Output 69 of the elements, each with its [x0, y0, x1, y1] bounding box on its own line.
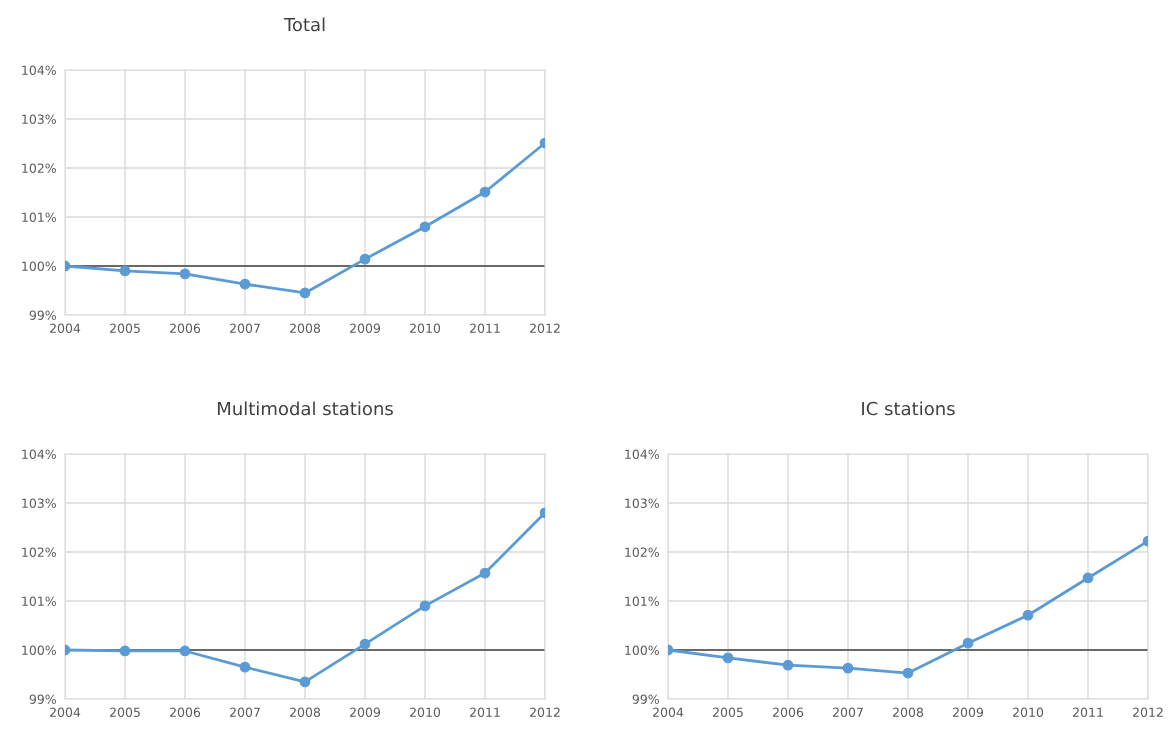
point	[239, 661, 251, 673]
x-tick-label: 2010	[410, 323, 441, 334]
point	[902, 667, 914, 679]
y-tick-label: 101%	[625, 596, 659, 606]
point	[359, 638, 371, 650]
x-tick-label: 2006	[170, 323, 201, 334]
x-tick-label: 2005	[713, 707, 743, 718]
y-tick-label: 100%	[22, 645, 56, 655]
x-tick-label: 2005	[110, 707, 140, 718]
y-tick-label: 104%	[625, 449, 659, 459]
x-tick-label: 2009	[350, 323, 381, 334]
x-tick-label: 2006	[170, 707, 201, 718]
y-tick-label: 99%	[29, 694, 56, 704]
point	[1082, 572, 1094, 584]
point	[419, 600, 431, 612]
point	[722, 652, 734, 664]
x-tick-label: 2011	[1073, 707, 1103, 718]
x-tick-label: 2012	[1133, 707, 1163, 718]
x-tick-label: 2012	[530, 323, 560, 334]
point	[119, 265, 131, 277]
point	[479, 567, 491, 579]
x-tick-label: 2007	[833, 707, 863, 718]
point	[239, 278, 251, 290]
x-tick-label: 2010	[1013, 707, 1044, 718]
x-tick-label: 2007	[230, 323, 260, 334]
x-tick-label: 2008	[290, 323, 321, 334]
y-tick-label: 101%	[22, 212, 56, 222]
y-tick-label: 99%	[29, 310, 56, 320]
y-tick-label: 102%	[22, 163, 56, 173]
x-tick-label: 2008	[290, 707, 321, 718]
x-tick-label: 2011	[470, 707, 500, 718]
chart-title: Total	[283, 17, 325, 32]
y-tick-label: 100%	[625, 645, 659, 655]
point	[299, 676, 311, 688]
x-tick-label: 2007	[230, 707, 260, 718]
x-tick-label: 2012	[530, 707, 560, 718]
y-tick-label: 102%	[625, 547, 659, 557]
x-tick-label: 2010	[410, 707, 441, 718]
y-tick-label: 102%	[22, 547, 56, 557]
x-tick-label: 2009	[350, 707, 381, 718]
point	[119, 645, 131, 657]
y-tick-label: 99%	[632, 694, 659, 704]
y-tick-label: 101%	[22, 596, 56, 606]
y-tick-label: 103%	[22, 114, 56, 124]
x-tick-label: 2009	[953, 707, 984, 718]
chart-title: IC stations	[862, 401, 955, 416]
chart-title: Multimodal stations	[217, 401, 393, 416]
point	[419, 221, 431, 233]
y-tick-label: 103%	[625, 498, 659, 508]
point	[782, 659, 794, 671]
y-tick-label: 103%	[22, 498, 56, 508]
x-tick-label: 2004	[50, 323, 81, 334]
point	[479, 186, 491, 198]
x-tick-label: 2011	[470, 323, 500, 334]
x-tick-label: 2008	[893, 707, 924, 718]
point	[1022, 609, 1034, 621]
x-tick-label: 2005	[110, 323, 140, 334]
y-tick-label: 104%	[22, 449, 56, 459]
x-tick-label: 2004	[653, 707, 684, 718]
x-tick-label: 2006	[773, 707, 804, 718]
point	[179, 645, 191, 657]
point	[359, 253, 371, 265]
point	[962, 637, 974, 649]
point	[179, 268, 191, 280]
y-tick-label: 104%	[22, 65, 56, 75]
point	[299, 287, 311, 299]
x-tick-label: 2004	[50, 707, 81, 718]
point	[842, 662, 854, 674]
y-tick-label: 100%	[22, 261, 56, 271]
